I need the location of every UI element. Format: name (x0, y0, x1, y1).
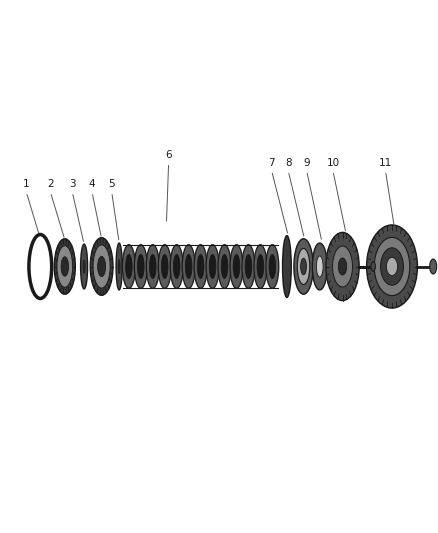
Text: 9: 9 (303, 158, 310, 168)
Text: 6: 6 (165, 150, 172, 160)
Ellipse shape (185, 254, 192, 279)
Text: 3: 3 (69, 179, 76, 189)
Ellipse shape (242, 245, 255, 288)
Ellipse shape (138, 254, 144, 279)
Ellipse shape (326, 232, 359, 301)
Ellipse shape (162, 254, 168, 279)
Ellipse shape (297, 248, 310, 285)
Ellipse shape (381, 248, 403, 285)
Ellipse shape (269, 254, 276, 279)
Ellipse shape (61, 257, 68, 276)
Ellipse shape (245, 254, 252, 279)
Ellipse shape (332, 246, 353, 287)
Text: 5: 5 (108, 179, 115, 189)
Ellipse shape (146, 245, 159, 288)
Ellipse shape (170, 245, 183, 288)
Ellipse shape (81, 244, 88, 289)
Ellipse shape (371, 262, 375, 271)
Ellipse shape (54, 239, 75, 294)
Ellipse shape (221, 254, 228, 279)
Ellipse shape (57, 246, 73, 287)
Ellipse shape (126, 254, 132, 279)
Ellipse shape (430, 259, 437, 274)
Ellipse shape (197, 254, 204, 279)
Ellipse shape (283, 236, 291, 297)
Ellipse shape (257, 254, 264, 279)
Text: 11: 11 (379, 158, 392, 168)
Ellipse shape (386, 257, 398, 276)
Text: 10: 10 (326, 158, 339, 168)
Ellipse shape (218, 245, 231, 288)
Ellipse shape (233, 254, 240, 279)
Ellipse shape (374, 237, 410, 296)
Ellipse shape (118, 260, 120, 273)
Ellipse shape (149, 254, 156, 279)
Ellipse shape (300, 258, 307, 275)
Text: 8: 8 (285, 158, 292, 168)
Ellipse shape (122, 245, 135, 288)
Ellipse shape (134, 245, 147, 288)
Ellipse shape (98, 256, 106, 277)
Ellipse shape (266, 245, 279, 288)
Ellipse shape (367, 225, 417, 308)
Ellipse shape (209, 254, 216, 279)
Text: 1: 1 (23, 179, 30, 189)
Ellipse shape (173, 254, 180, 279)
Ellipse shape (93, 245, 110, 288)
Ellipse shape (182, 245, 195, 288)
Ellipse shape (90, 238, 113, 295)
Ellipse shape (316, 256, 323, 277)
Text: 4: 4 (88, 179, 95, 189)
Ellipse shape (158, 245, 171, 288)
Ellipse shape (230, 245, 243, 288)
Text: 7: 7 (268, 158, 275, 168)
Ellipse shape (294, 239, 313, 294)
Ellipse shape (83, 260, 85, 273)
Ellipse shape (338, 258, 347, 275)
Ellipse shape (116, 243, 122, 290)
Ellipse shape (206, 245, 219, 288)
Ellipse shape (312, 243, 327, 290)
Ellipse shape (194, 245, 207, 288)
Text: 2: 2 (47, 179, 54, 189)
Ellipse shape (254, 245, 267, 288)
